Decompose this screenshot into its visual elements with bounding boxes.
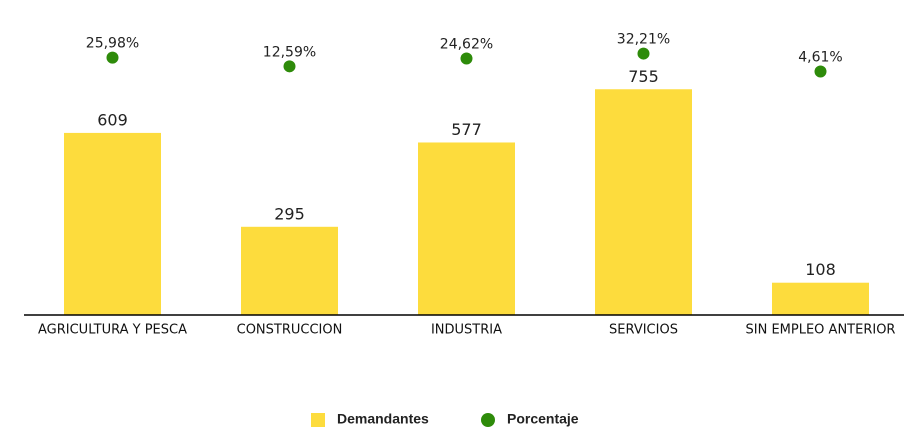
x-tick-label: CONSTRUCCION <box>237 323 343 338</box>
legend-label: Demandantes <box>337 411 429 427</box>
bar-value-label: 108 <box>805 260 836 279</box>
bar-value-label: 609 <box>97 110 128 129</box>
bar-value-label: 295 <box>274 204 305 223</box>
bar-value-label: 577 <box>451 120 482 139</box>
x-tick-label: SERVICIOS <box>609 323 678 338</box>
legend-swatch <box>311 413 325 427</box>
bar <box>64 132 161 315</box>
dot-value-label: 25,98% <box>86 36 139 52</box>
dot-value-label: 12,59% <box>263 44 316 60</box>
dot-value-label: 4,61% <box>798 50 842 66</box>
dot <box>460 52 473 65</box>
dot <box>814 65 827 78</box>
legend-label: Porcentaje <box>507 411 579 427</box>
legend-swatch <box>481 413 495 427</box>
dot <box>106 51 119 64</box>
x-tick-label: SIN EMPLEO ANTERIOR <box>746 323 896 338</box>
dot-value-label: 32,21% <box>617 32 670 48</box>
dot <box>283 60 296 73</box>
dot-value-label: 24,62% <box>440 36 493 52</box>
bar <box>241 226 338 315</box>
bar <box>595 89 692 315</box>
x-tick-label: AGRICULTURA Y PESCA <box>38 323 187 338</box>
dot <box>637 47 650 60</box>
bar <box>772 282 869 315</box>
x-tick-label: INDUSTRIA <box>431 323 502 338</box>
bar-value-label: 755 <box>628 67 659 86</box>
bar <box>418 142 515 315</box>
